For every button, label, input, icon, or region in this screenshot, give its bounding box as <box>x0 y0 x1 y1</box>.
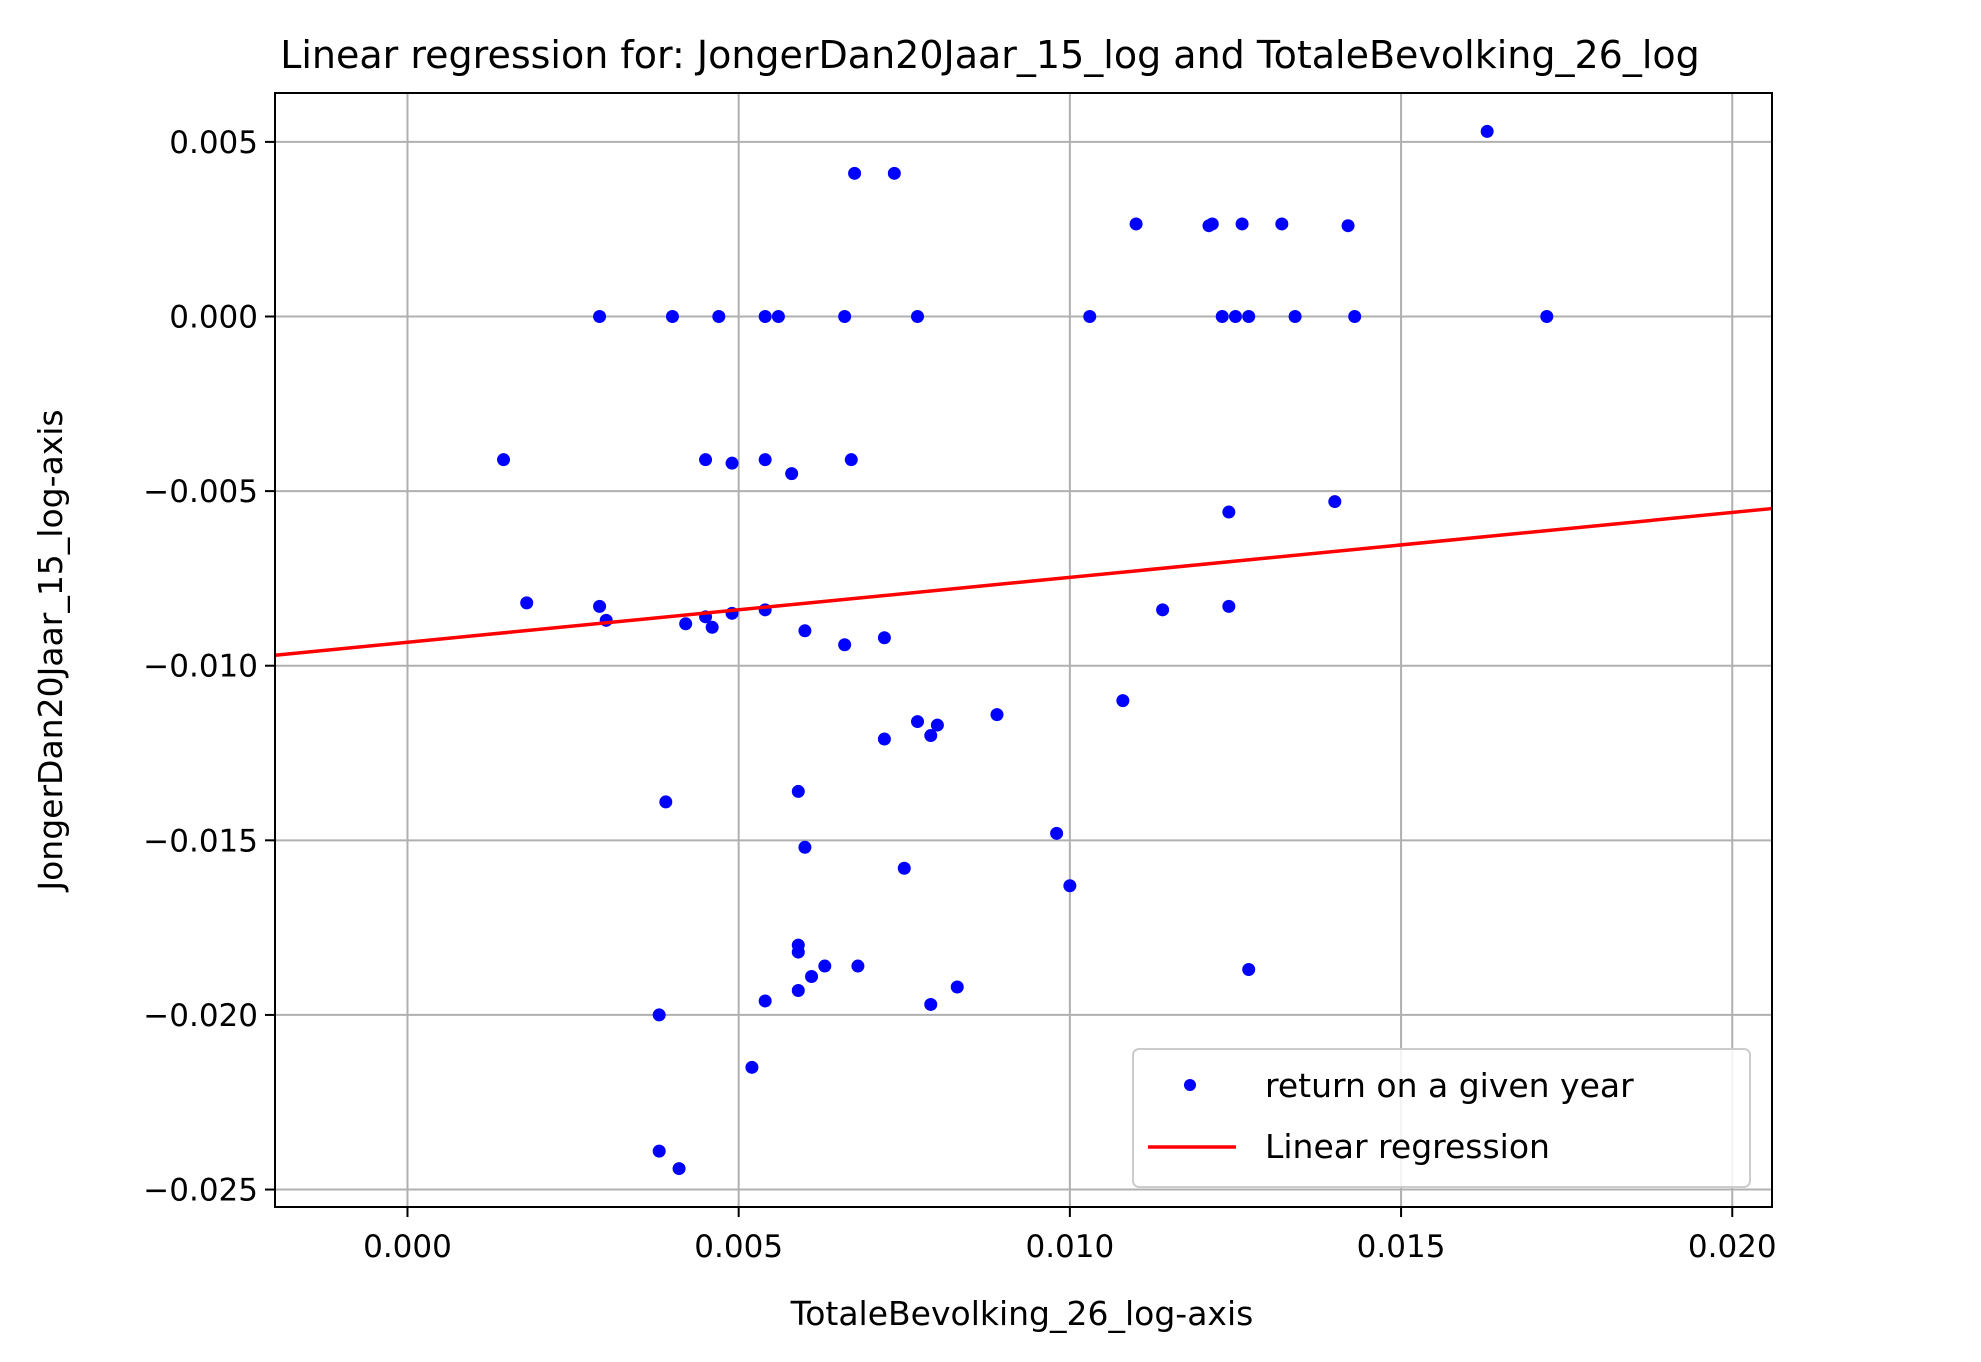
scatter-point <box>1083 309 1097 323</box>
scatter-point <box>798 624 812 638</box>
y-axis-label: JongerDan20Jaar_15_log-axis <box>31 409 70 892</box>
x-axis-label: TotaleBevolking_26_log-axis <box>790 1294 1254 1333</box>
scatter-point <box>911 715 925 729</box>
scatter-point <box>1540 309 1554 323</box>
scatter-point <box>877 631 891 645</box>
scatter-point <box>1156 603 1170 617</box>
plot-frame <box>274 92 1773 1208</box>
legend-label-scatter: return on a given year <box>1265 1066 1634 1105</box>
y-tick-label: −0.025 <box>143 1173 258 1209</box>
scatter-point <box>1222 599 1236 613</box>
scatter-point <box>705 620 719 634</box>
regression-line <box>274 506 1773 657</box>
scatter-point <box>1480 124 1494 138</box>
scatter-point <box>593 309 607 323</box>
scatter-point <box>771 309 785 323</box>
scatter-point <box>911 309 925 323</box>
scatter-point <box>699 453 713 467</box>
scatter-point <box>758 994 772 1008</box>
scatter-point <box>1205 217 1219 231</box>
scatter-point <box>897 861 911 875</box>
scatter-point <box>1050 826 1064 840</box>
scatter-point <box>652 1144 666 1158</box>
scatter-point <box>818 959 832 973</box>
scatter-point <box>798 840 812 854</box>
y-tick-label: −0.015 <box>143 823 258 859</box>
y-tick-label: −0.005 <box>143 474 258 510</box>
scatter-point <box>990 708 1004 722</box>
x-tick-label: 0.020 <box>1688 1229 1777 1265</box>
data-marks <box>274 124 1773 1176</box>
scatter-point <box>1288 309 1302 323</box>
scatter-point <box>758 453 772 467</box>
scatter-point <box>924 997 938 1011</box>
y-tick-label: 0.005 <box>169 125 258 161</box>
scatter-point <box>844 453 858 467</box>
scatter-point <box>791 945 805 959</box>
scatter-point <box>791 983 805 997</box>
scatter-point <box>712 309 726 323</box>
scatter-point <box>877 732 891 746</box>
chart-title: Linear regression for: JongerDan20Jaar_1… <box>280 33 1700 77</box>
scatter-point <box>1222 505 1236 519</box>
scatter-point <box>848 166 862 180</box>
x-tick-label: 0.010 <box>1025 1229 1114 1265</box>
x-tick-label: 0.015 <box>1357 1229 1446 1265</box>
x-tick-label: 0.000 <box>363 1229 452 1265</box>
scatter-point <box>851 959 865 973</box>
scatter-point <box>745 1060 759 1074</box>
scatter-point <box>924 729 938 743</box>
legend-box <box>1132 1048 1751 1188</box>
scatter-point <box>672 1162 686 1176</box>
scatter-point <box>659 795 673 809</box>
scatter-point <box>652 1008 666 1022</box>
scatter-point <box>1341 219 1355 233</box>
scatter-point <box>497 453 511 467</box>
scatter-point <box>1228 309 1242 323</box>
scatter-point <box>758 309 772 323</box>
legend-label-line: Linear regression <box>1265 1127 1550 1166</box>
scatter-point <box>1235 217 1249 231</box>
scatter-point <box>1242 963 1256 977</box>
scatter-point <box>1129 217 1143 231</box>
scatter-point <box>1242 309 1256 323</box>
scatter-point <box>785 467 799 481</box>
scatter-point <box>1328 495 1342 509</box>
scatter-point <box>887 166 901 180</box>
scatter-point <box>1348 309 1362 323</box>
tick-labels: 0.000 0.005 0.010 0.015 0.020 0.005 0.000 −0.00… <box>143 125 1776 1265</box>
x-tick-label: 0.005 <box>694 1229 783 1265</box>
scatter-point <box>930 718 944 732</box>
scatter-point <box>950 980 964 994</box>
scatter-point <box>679 617 693 631</box>
scatter-point <box>838 638 852 652</box>
scatter-point <box>725 456 739 470</box>
scatter-point <box>791 784 805 798</box>
legend: return on a given year Linear regression <box>1132 1048 1751 1188</box>
scatter-point <box>1116 694 1130 708</box>
y-tick-label: −0.010 <box>143 649 258 685</box>
scatter-point <box>805 970 819 984</box>
y-tick-label: −0.020 <box>143 998 258 1034</box>
scatter-point <box>665 309 679 323</box>
scatter-point <box>1063 879 1077 893</box>
legend-scatter-marker <box>1184 1079 1196 1091</box>
scatter-point <box>520 596 534 610</box>
scatter-point <box>838 309 852 323</box>
scatter-point <box>1275 217 1289 231</box>
y-tick-label: 0.000 <box>169 299 258 335</box>
scatter-point <box>593 599 607 613</box>
grid <box>275 93 1772 1207</box>
scatter-point <box>1215 309 1229 323</box>
